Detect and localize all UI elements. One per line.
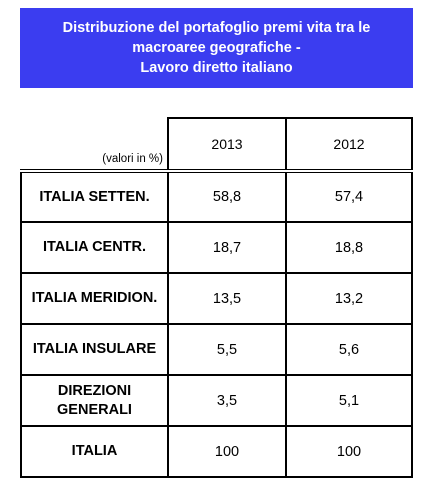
cell-value: 18,7	[167, 221, 287, 274]
row-label: ITALIA SETTEN.	[20, 169, 169, 223]
table-row: ITALIA CENTR. 18,7 18,8	[20, 221, 413, 274]
row-label: ITALIA CENTR.	[20, 221, 169, 274]
table-row: ITALIA INSULARE 5,5 5,6	[20, 323, 413, 376]
title-line-2: macroaree geografiche -	[132, 40, 301, 56]
cell-value: 3,5	[167, 374, 287, 427]
row-label: ITALIA MERIDION.	[20, 272, 169, 325]
cell-value: 5,5	[167, 323, 287, 376]
column-header-2012: 2012	[285, 117, 413, 171]
table-row: DIREZIONI GENERALI 3,5 5,1	[20, 374, 413, 427]
cell-value: 100	[285, 425, 413, 478]
row-label: ITALIA	[20, 425, 169, 478]
table-row: ITALIA SETTEN. 58,8 57,4	[20, 169, 413, 223]
cell-value: 58,8	[167, 169, 287, 223]
title-line-1: Distribuzione del portafoglio premi vita…	[62, 20, 371, 36]
cell-value: 57,4	[285, 169, 413, 223]
title-line-3: Lavoro diretto italiano	[140, 60, 293, 76]
cell-value: 13,5	[167, 272, 287, 325]
table-title: Distribuzione del portafoglio premi vita…	[20, 8, 413, 88]
row-label: ITALIA INSULARE	[20, 323, 169, 376]
row-label: DIREZIONI GENERALI	[20, 374, 169, 427]
cell-value: 5,1	[285, 374, 413, 427]
units-note: (valori in %)	[102, 153, 163, 165]
data-table: (valori in %) 2013 2012 ITALIA SETTEN. 5…	[20, 117, 413, 478]
cell-value: 100	[167, 425, 287, 478]
table-row: ITALIA MERIDION. 13,5 13,2	[20, 272, 413, 325]
table-row: ITALIA 100 100	[20, 425, 413, 478]
cell-value: 5,6	[285, 323, 413, 376]
cell-value: 13,2	[285, 272, 413, 325]
header-row: (valori in %) 2013 2012	[21, 117, 413, 171]
cell-value: 18,8	[285, 221, 413, 274]
column-header-2013: 2013	[167, 117, 287, 171]
